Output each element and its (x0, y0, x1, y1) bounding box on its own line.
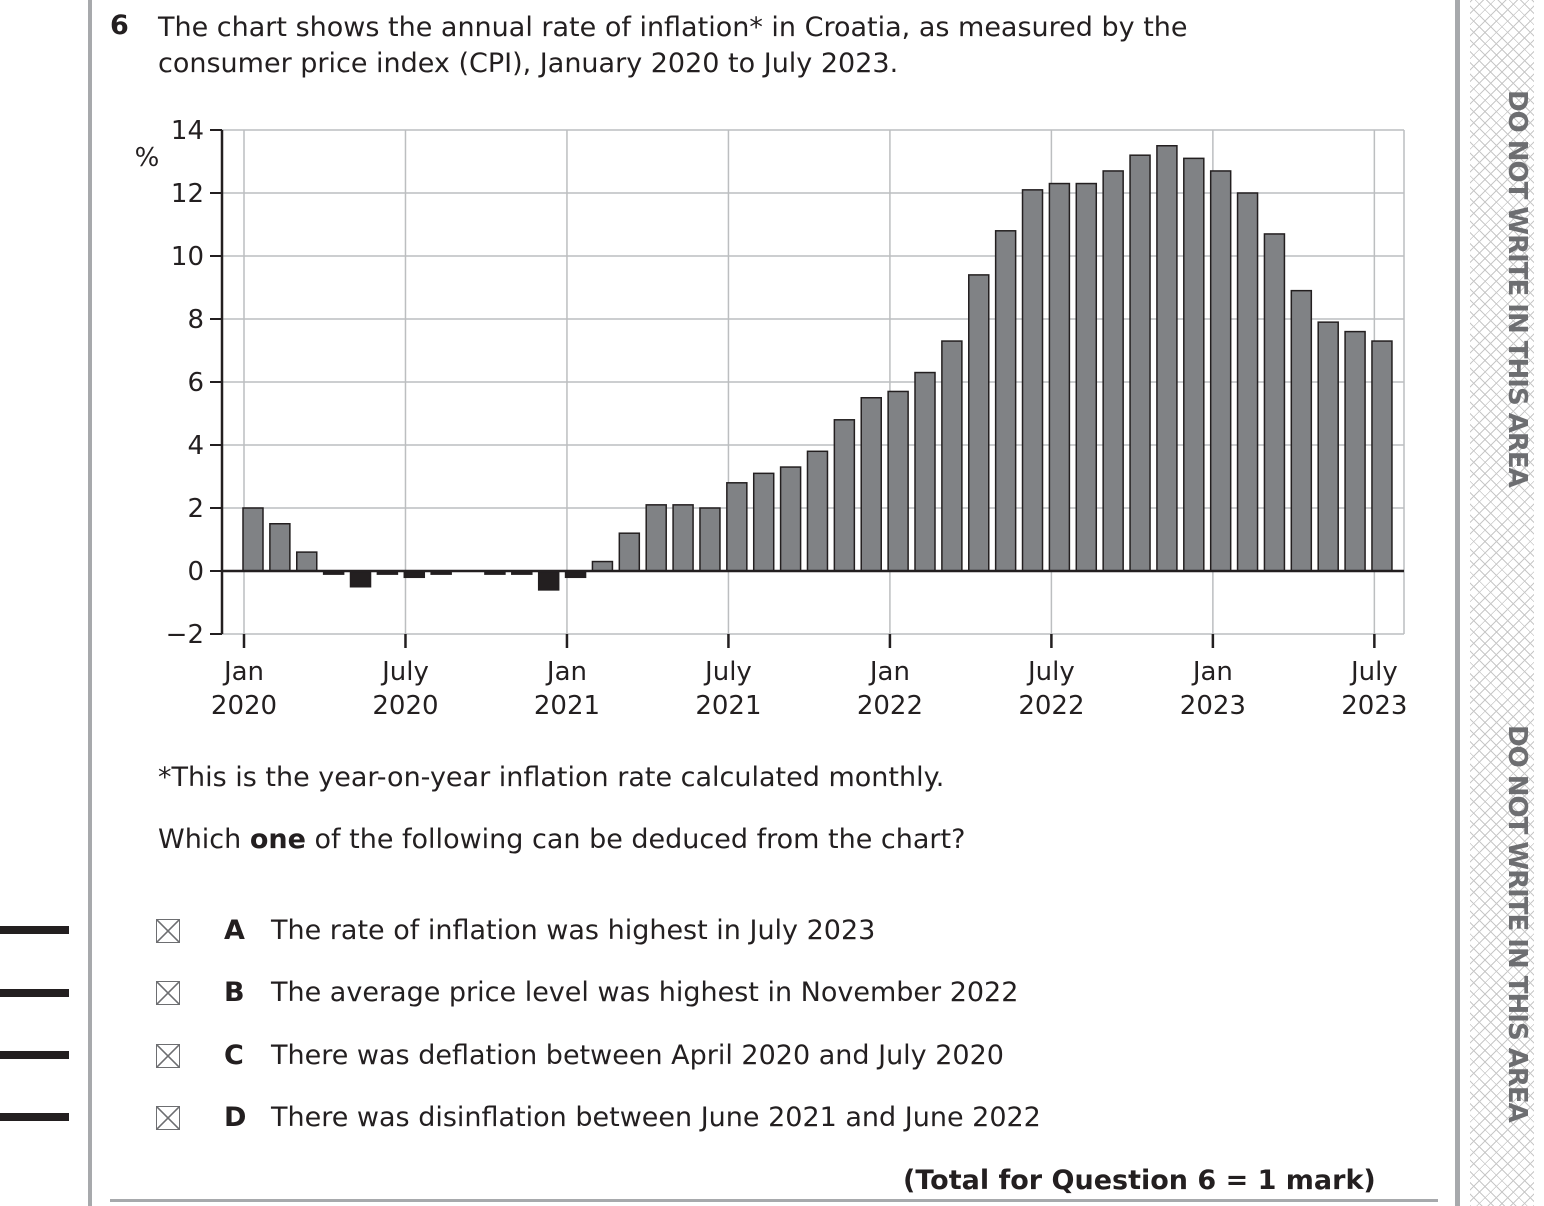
bar (1156, 145, 1178, 572)
option-letter: D (224, 1102, 247, 1133)
y-tick-label: 0 (187, 557, 204, 587)
x-tick-label: 2023 (1180, 691, 1246, 721)
bar (618, 532, 641, 572)
x-tick-label: 2020 (211, 691, 277, 721)
bar (699, 507, 721, 572)
answer-checkbox[interactable] (156, 1044, 180, 1068)
x-tick-label: July (703, 657, 752, 687)
bar (269, 523, 291, 572)
bar (1048, 182, 1071, 572)
x-tick-label: Jan (545, 657, 587, 687)
bar (1183, 157, 1205, 572)
right-margin-rule (1455, 0, 1460, 1206)
x-tick-label: 2021 (695, 691, 761, 721)
x-tick-label: July (1349, 657, 1398, 687)
inflation-chart: −2 0 2 4 6 8 10 12 14% Jan 2020 July 2020 Jan 2021 July… (135, 116, 1408, 721)
option-letter: C (224, 1040, 244, 1071)
bar (833, 419, 856, 572)
bar (591, 560, 614, 572)
y-tick-label: 6 (187, 368, 204, 398)
bar (1263, 233, 1286, 572)
y-tick-label: −2 (166, 620, 204, 650)
y-axis-label: % (135, 143, 160, 173)
bar (1317, 321, 1339, 572)
x-tick-label: Jan (1191, 657, 1233, 687)
x-tick-label: July (380, 657, 429, 687)
option-letter: B (224, 977, 245, 1008)
y-tick-label: 2 (187, 494, 204, 524)
question-text: The chart shows the annual rate of infla… (158, 12, 1188, 79)
x-tick-label: July (1026, 657, 1075, 687)
prompt-bold: one (249, 824, 306, 855)
option-text: The average price level was highest in N… (271, 977, 1019, 1008)
bar (1371, 340, 1393, 572)
bar (806, 450, 829, 572)
answer-checkbox[interactable] (156, 919, 180, 943)
bar (645, 504, 667, 572)
y-tick-label: 14 (171, 116, 204, 146)
margin-mark (0, 1113, 69, 1121)
bar (1129, 154, 1151, 572)
y-tick-label: 12 (171, 179, 204, 209)
bar (752, 472, 775, 572)
bar (1075, 182, 1098, 572)
bar (1344, 330, 1366, 572)
bar (726, 482, 748, 572)
x-tick-label: 2020 (372, 691, 438, 721)
bar (1021, 189, 1044, 572)
bar (296, 551, 318, 572)
do-not-write-label: DO NOT WRITE IN THIS AREA (1502, 725, 1532, 1122)
margin-mark (0, 926, 69, 934)
x-tick-label: 2023 (1341, 691, 1407, 721)
bar (779, 466, 802, 572)
question-prompt: Which one of the following can be deduce… (158, 824, 965, 855)
bar (968, 274, 990, 572)
do-not-write-label: DO NOT WRITE IN THIS AREA (1502, 90, 1532, 487)
bar (349, 570, 372, 588)
bar (887, 390, 909, 572)
x-tick-label: Jan (868, 657, 910, 687)
option-letter: A (224, 915, 245, 946)
footnote: *This is the year-on-year inflation rate… (158, 762, 945, 793)
x-tick-label: Jan (222, 657, 264, 687)
bar (1236, 192, 1259, 572)
option-text: There was deflation between April 2020 a… (271, 1040, 1004, 1071)
bar (914, 371, 936, 572)
bar (242, 507, 264, 572)
x-tick-label: 2022 (857, 691, 923, 721)
margin-mark (0, 1051, 69, 1059)
bar (860, 397, 882, 572)
total-marks: (Total for Question 6 = 1 mark) (903, 1165, 1376, 1196)
y-tick-label: 4 (187, 431, 204, 461)
bar (1209, 170, 1232, 572)
prompt-text: Which (158, 824, 250, 855)
option-text: The rate of inflation was highest in Jul… (271, 915, 876, 946)
y-tick-label: 10 (171, 242, 204, 272)
bottom-rule (110, 1199, 1438, 1202)
answer-checkbox[interactable] (156, 1106, 180, 1130)
prompt-text: of the following can be deduced from the… (305, 824, 966, 855)
x-tick-label: 2022 (1018, 691, 1084, 721)
bar (994, 230, 1017, 572)
option-text: There was disinflation between June 2021… (271, 1102, 1041, 1133)
question-number: 6 (110, 10, 129, 41)
bar (537, 570, 560, 591)
no-write-hatch (1470, 0, 1534, 1206)
x-tick-label: 2021 (534, 691, 600, 721)
bar (1102, 170, 1124, 572)
bar (1290, 289, 1313, 572)
y-tick-label: 8 (187, 305, 204, 335)
bar (941, 340, 963, 572)
answer-checkbox[interactable] (156, 981, 180, 1005)
left-margin-rule (88, 0, 92, 1206)
margin-mark (0, 989, 69, 997)
bar (672, 504, 694, 572)
